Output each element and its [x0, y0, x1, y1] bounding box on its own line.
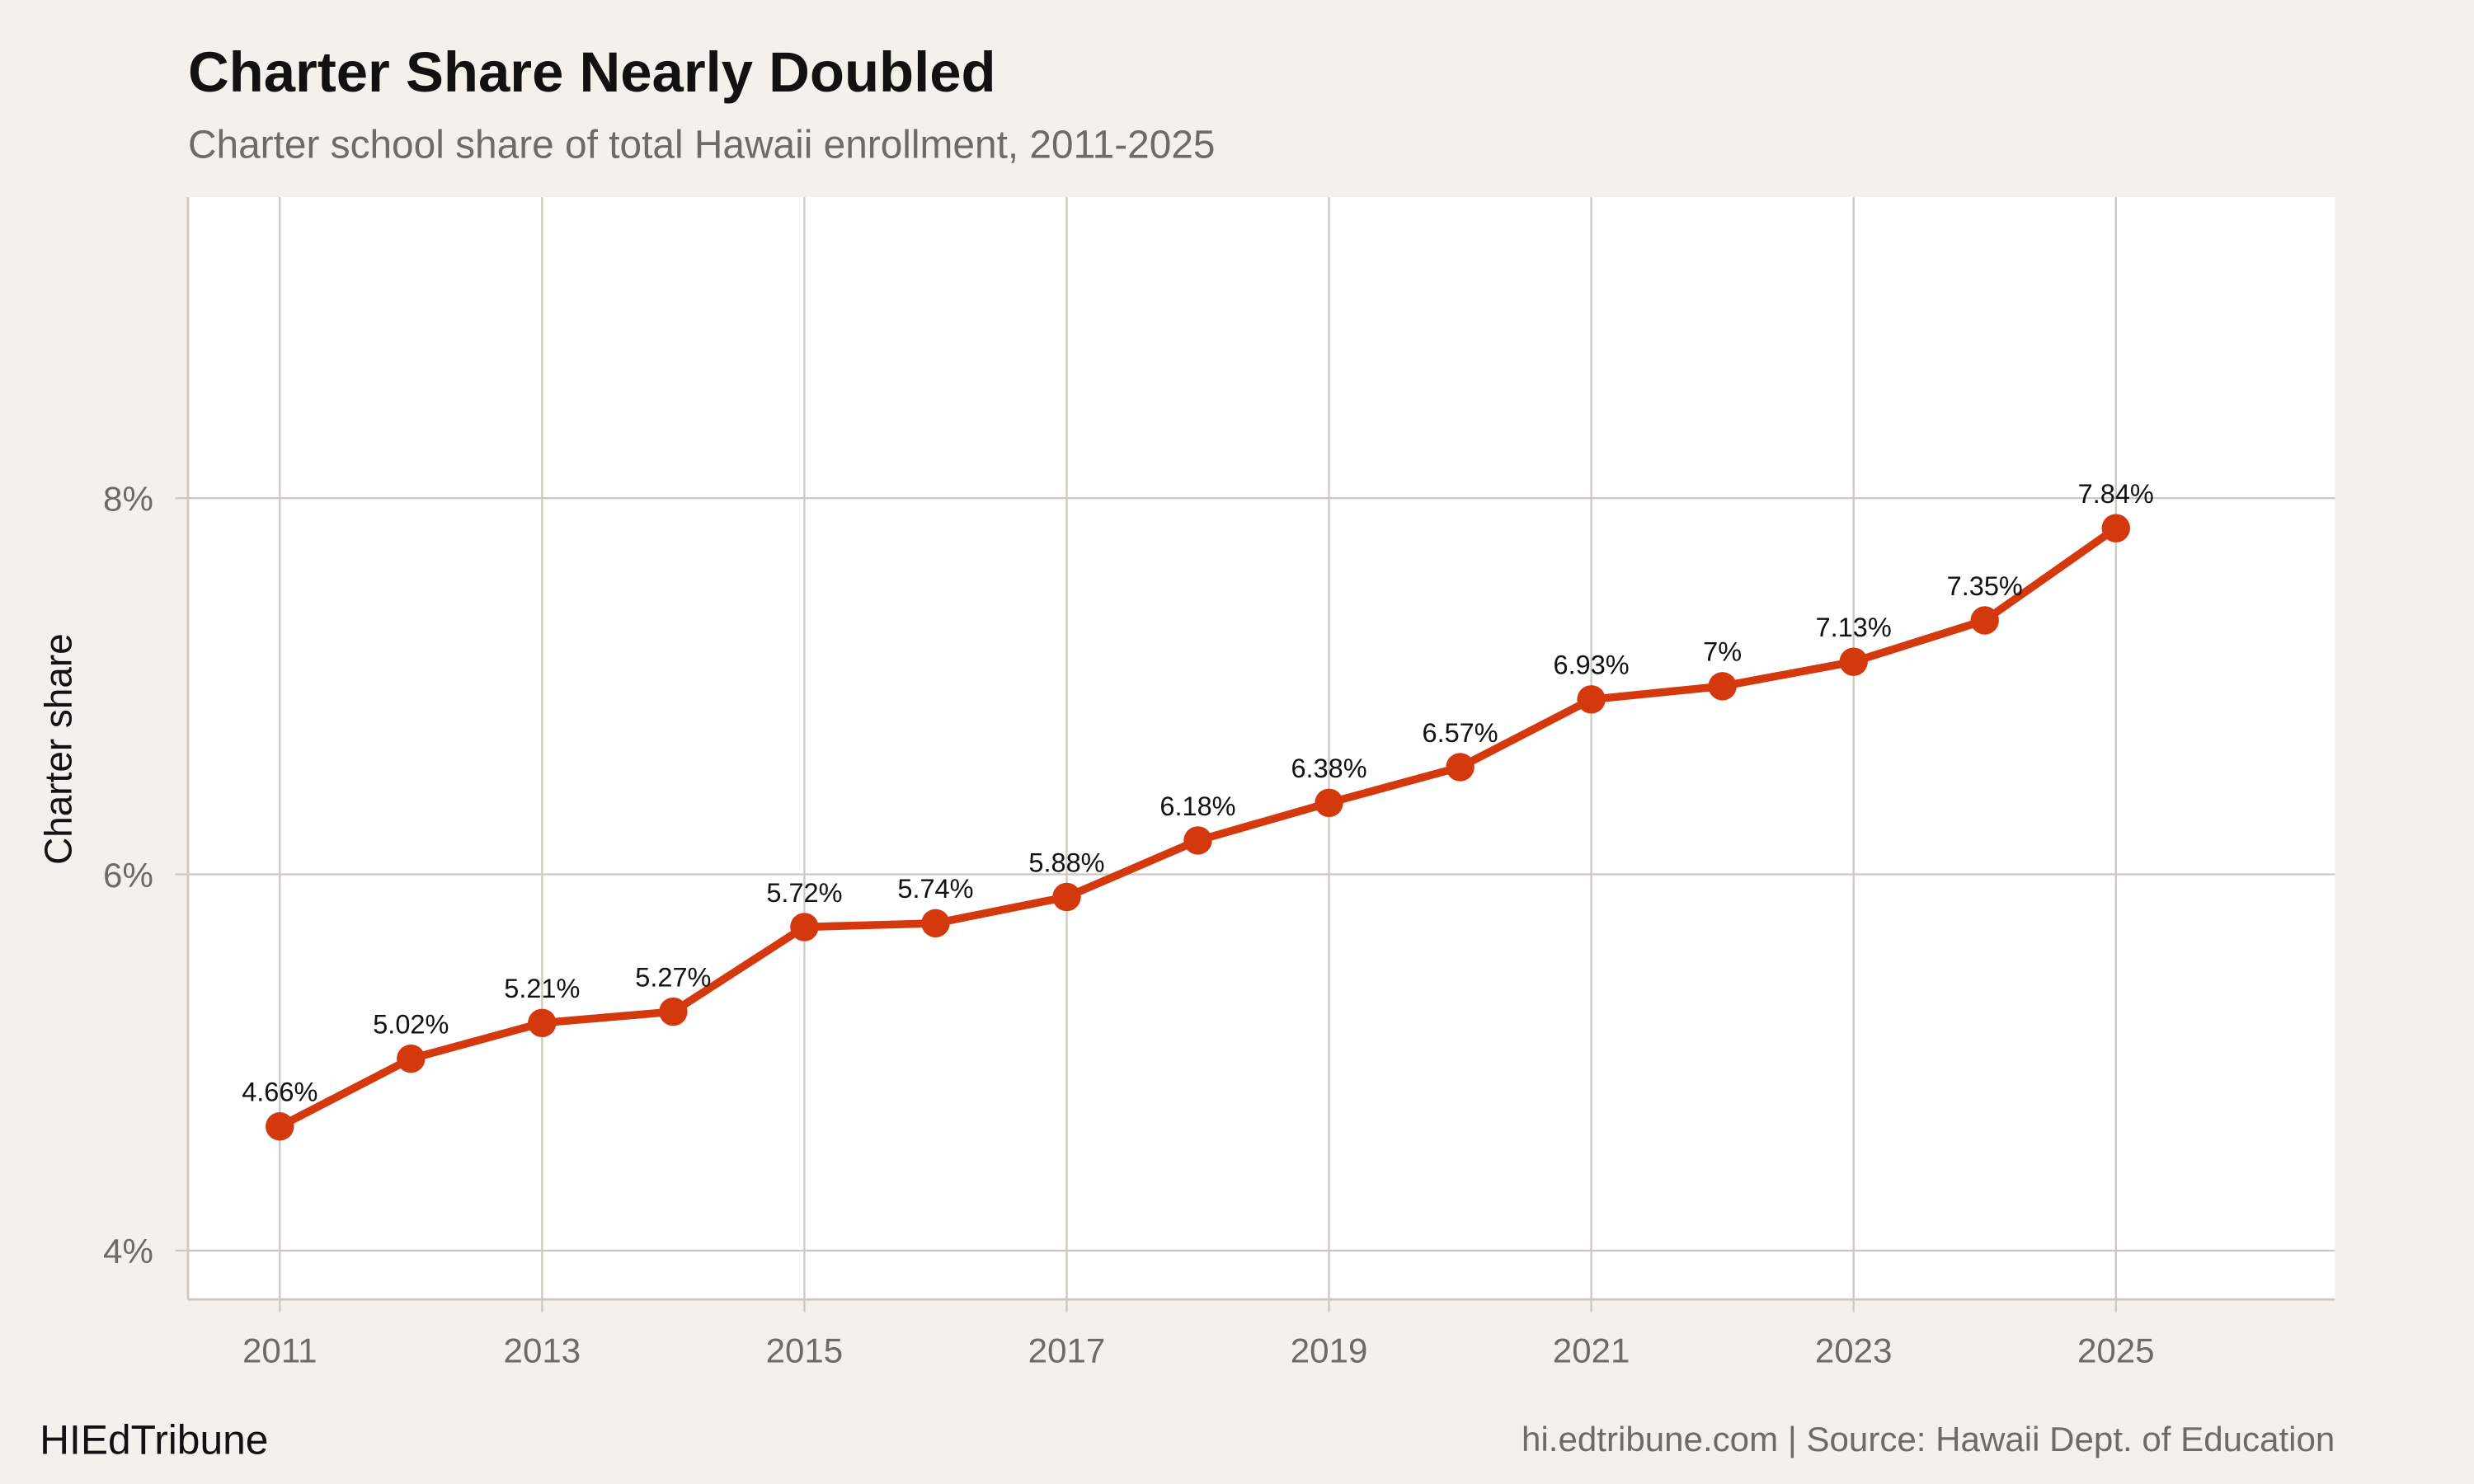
y-axis-label: Charter share	[36, 633, 79, 865]
footer-brand: HIEdTribune	[40, 1417, 268, 1463]
x-tick-label: 2017	[1028, 1331, 1106, 1370]
data-point	[528, 1008, 557, 1037]
x-tick-label: 2021	[1553, 1331, 1630, 1370]
data-point	[659, 997, 688, 1026]
y-tick-label: 8%	[103, 479, 153, 518]
data-label: 6.93%	[1554, 650, 1630, 680]
data-label: 5.21%	[504, 974, 580, 1003]
plot-panel	[187, 197, 2335, 1300]
data-point	[1839, 647, 1868, 676]
data-label: 7.13%	[1816, 613, 1892, 642]
data-point	[1708, 672, 1737, 701]
data-label: 5.74%	[897, 874, 973, 904]
x-tick-label: 2023	[1815, 1331, 1893, 1370]
data-point	[2101, 514, 2130, 542]
data-point	[790, 913, 819, 942]
data-point	[1446, 753, 1475, 782]
data-point	[1183, 826, 1212, 855]
data-label: 7.35%	[1947, 571, 2023, 601]
x-tick-label: 2019	[1291, 1331, 1368, 1370]
data-label: 6.38%	[1291, 754, 1366, 783]
y-tick-label: 4%	[103, 1232, 153, 1270]
data-points: 4.66% 5.02% 5.21% 5.27% 5.72% 5.74% 5.88% 6.18%…	[242, 479, 2154, 1141]
footer-source: hi.edtribune.com | Source: Hawaii Dept. …	[1522, 1420, 2335, 1458]
gridlines	[175, 197, 2335, 1313]
data-label: 4.66%	[242, 1078, 317, 1107]
x-tick-label: 2015	[766, 1331, 844, 1370]
data-label: 6.18%	[1159, 791, 1235, 821]
x-tick-label: 2025	[2077, 1331, 2155, 1370]
x-tick-label: 2013	[504, 1331, 581, 1370]
data-label: 5.88%	[1028, 848, 1104, 877]
data-label: 7%	[1703, 637, 1742, 667]
data-label: 5.27%	[635, 962, 711, 992]
tick-labels: 2011 2013 2015 2017 2019 2021 2023 2025 4% 6% 8%	[103, 479, 2155, 1369]
x-tick-label: 2011	[242, 1331, 317, 1370]
y-tick-label: 6%	[103, 856, 153, 895]
data-label: 5.72%	[766, 878, 842, 908]
data-point	[397, 1044, 426, 1073]
data-label: 6.57%	[1423, 718, 1498, 748]
data-point	[1970, 606, 1999, 635]
data-label: 5.02%	[373, 1010, 449, 1040]
data-label: 7.84%	[2078, 479, 2154, 509]
chart-subtitle: Charter school share of total Hawaii enr…	[188, 123, 1216, 167]
data-point	[1315, 788, 1343, 818]
data-point	[266, 1112, 294, 1141]
data-point	[1577, 685, 1606, 714]
chart-title: Charter Share Nearly Doubled	[188, 40, 996, 104]
data-point	[921, 909, 950, 938]
data-point	[1052, 882, 1081, 912]
